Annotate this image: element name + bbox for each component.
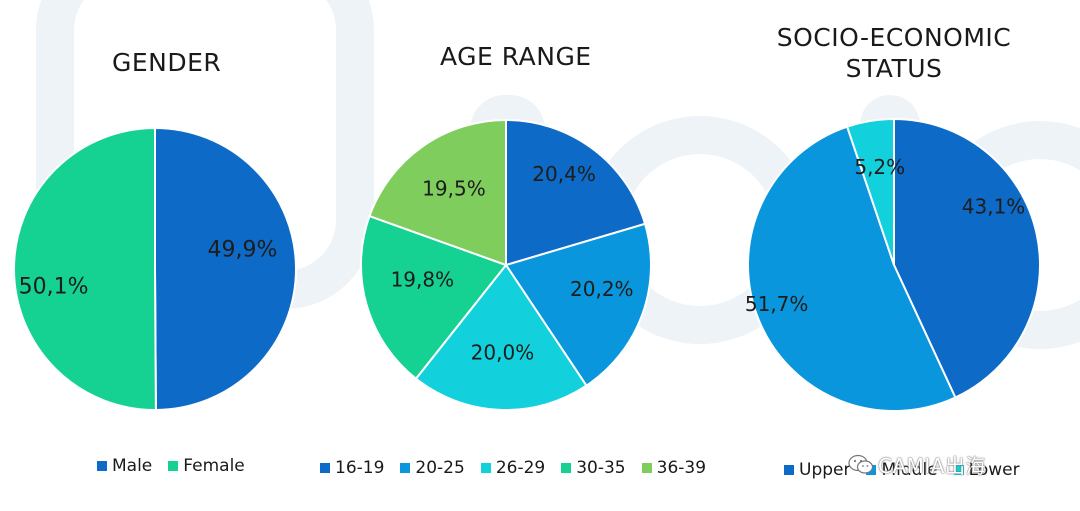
legend-label: 20-25 [415, 458, 465, 478]
data-label: 43,1% [962, 195, 1026, 219]
legend-label: Upper [799, 460, 851, 480]
legend-item: 26-29 [480, 458, 546, 478]
legend-swatch [97, 461, 107, 471]
legend-item: 16-19 [320, 458, 384, 478]
chart-title-line: SOCIO-ECONOMIC [776, 23, 1012, 52]
data-label: 20,2% [570, 277, 634, 301]
legend-swatch [641, 463, 652, 473]
legend-item: Lower [953, 460, 1020, 480]
chart-title: SOCIO-ECONOMIC STATUS [774, 22, 1014, 84]
chart-title-text: GENDER [112, 48, 222, 77]
pie-chart: 49,9% 50,1% [13, 126, 297, 412]
data-label: 20,4% [532, 162, 596, 186]
watermark-text: CAMIA出海 [878, 454, 986, 478]
legend-label: Middle [881, 460, 938, 480]
data-label: 49,9% [207, 238, 277, 263]
chart-legend: Upper Middle Lower [784, 460, 1020, 480]
legend-item: Upper [784, 460, 850, 480]
legend-swatch [480, 463, 491, 473]
legend-label: 36-39 [656, 458, 707, 478]
pie-slice-upper [893, 117, 1041, 399]
chart-title-line: STATUS [845, 54, 943, 83]
legend-label: Male [112, 456, 153, 476]
legend-label: Lower [968, 460, 1020, 480]
chart-title-text: AGE RANGE [440, 42, 592, 71]
legend-swatch [400, 463, 411, 473]
legend-item: Male [97, 456, 152, 476]
legend-label: 30-35 [576, 458, 626, 478]
chart-title: AGE RANGE [440, 41, 592, 72]
legend-label: 16-19 [335, 458, 385, 478]
wechat-watermark: CAMIA出海 [848, 450, 986, 479]
pie-slice-26-29 [414, 263, 588, 411]
pie-chart: 20,4% 20,2% 20,0% 19,8% 19,5% [360, 118, 652, 411]
socio-economic-status-chart: SOCIO-ECONOMIC STATUS 43,1% 51,7% 5,2% Upp… [700, 0, 1080, 511]
pie-slice-middle [747, 125, 957, 412]
legend-item: 36-39 [641, 458, 707, 478]
pie-slice-female [13, 126, 157, 411]
pie-slice-16-19 [505, 118, 647, 267]
pie-slice-lower [845, 117, 895, 266]
pie-slice-30-35 [360, 214, 508, 381]
data-label: 51,7% [745, 292, 809, 316]
gender-chart: GENDER 49,9% 50,1% Male Female [0, 0, 330, 511]
data-label: 19,8% [391, 267, 455, 291]
pie-chart: 43,1% 51,7% 5,2% [745, 117, 1041, 412]
chart-legend: Male Female [97, 456, 245, 476]
legend-item: 20-25 [400, 458, 465, 478]
pie-slice-36-39 [368, 118, 507, 267]
legend-swatch [320, 463, 330, 473]
legend-item: 30-35 [561, 458, 626, 478]
legend-item: Female [168, 456, 245, 476]
legend-label: Female [183, 456, 245, 476]
legend-label: 26-29 [495, 458, 546, 478]
pie-slice-male [154, 126, 297, 412]
age-range-chart: AGE RANGE 20,4% 20,2% 20,0% 19,8% 19,5% 16-1… [320, 0, 706, 511]
pie-slice-20-25 [504, 222, 652, 388]
data-label: 20,0% [471, 340, 535, 364]
legend-swatch [168, 461, 179, 471]
data-label: 19,5% [422, 176, 486, 200]
data-label: 50,1% [19, 274, 89, 299]
data-label: 5,2% [854, 155, 905, 179]
legend-swatch [953, 465, 964, 475]
chart-legend: 16-19 20-25 26-29 30-35 36-39 [320, 458, 706, 478]
legend-swatch [784, 465, 794, 475]
legend-swatch [561, 463, 572, 473]
chart-title: GENDER [112, 47, 221, 78]
wechat-icon [848, 454, 874, 474]
